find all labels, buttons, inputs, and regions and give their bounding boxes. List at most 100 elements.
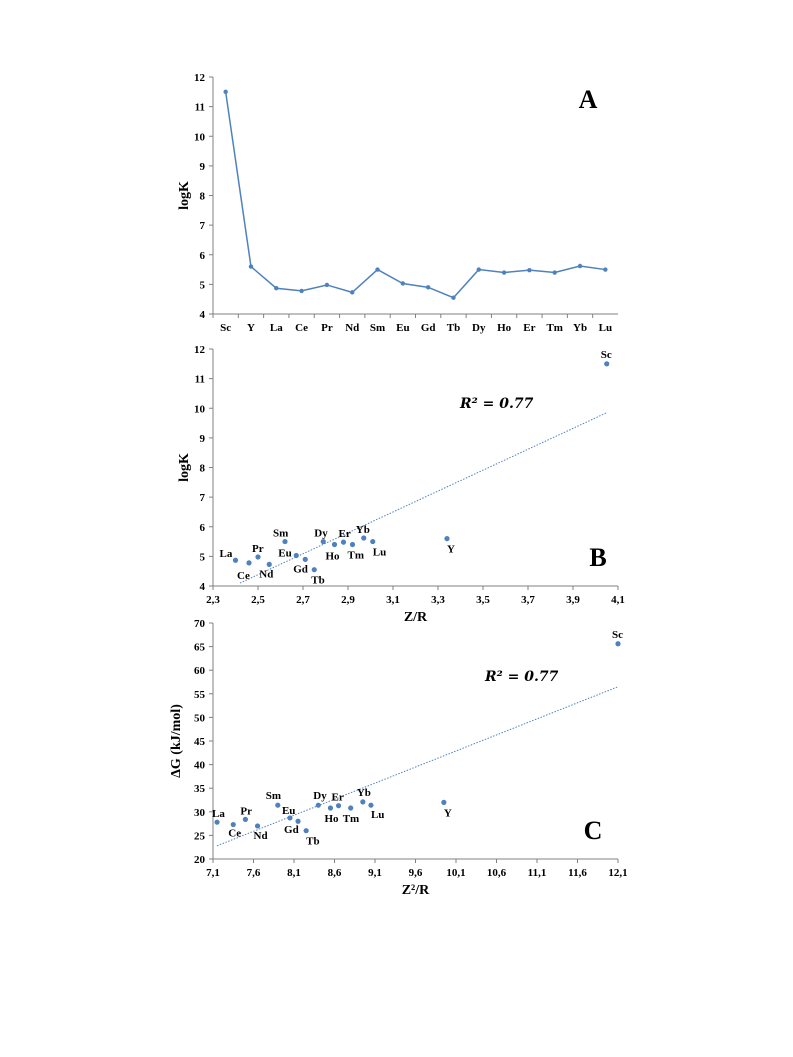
y-tick-label: 9 <box>200 161 206 173</box>
panel-label: A <box>579 85 598 114</box>
y-tick-label: 70 <box>194 618 206 630</box>
point-label: Gd <box>284 824 299 836</box>
point-label: Nd <box>254 830 268 842</box>
data-point <box>299 288 304 294</box>
x-tick-label: Nd <box>345 322 359 334</box>
r-squared-annotation: R² = 0.77 <box>484 669 559 685</box>
x-tick-label: 7,1 <box>206 867 220 879</box>
y-tick-label: 30 <box>194 807 206 819</box>
point-label: Ho <box>324 813 339 825</box>
x-tick-label: 8,6 <box>328 867 342 879</box>
data-point <box>293 552 299 559</box>
y-tick-label: 7 <box>200 220 206 232</box>
y-tick-label: 8 <box>200 191 206 203</box>
data-point <box>246 560 252 566</box>
x-tick-label: 7,6 <box>247 867 261 879</box>
y-tick-label: 10 <box>194 131 206 143</box>
point-label: Tb <box>306 836 319 848</box>
y-tick-label: 12 <box>194 344 206 356</box>
data-point <box>324 282 330 288</box>
x-tick-label: 10,1 <box>446 867 465 879</box>
point-label: Yb <box>357 787 371 799</box>
x-tick-label: Tm <box>546 322 563 334</box>
data-point <box>425 285 431 290</box>
y-tick-label: 9 <box>200 433 206 445</box>
point-label: Ho <box>326 551 341 563</box>
r-squared-annotation: R² = 0.77 <box>459 396 534 412</box>
x-tick-label: Eu <box>396 322 409 334</box>
point-label: Ce <box>237 570 250 582</box>
y-tick-label: 35 <box>194 783 206 795</box>
point-label: Y <box>444 807 452 819</box>
data-point <box>476 267 481 272</box>
x-tick-label: Y <box>247 322 255 334</box>
data-point <box>451 295 456 300</box>
point-label: Dy <box>314 528 328 540</box>
data-point <box>444 536 450 542</box>
x-tick-label: 2,9 <box>341 594 355 606</box>
x-tick-label: 2,3 <box>206 594 220 606</box>
data-point <box>266 561 272 567</box>
data-point <box>275 802 281 808</box>
point-label: Pr <box>240 805 252 817</box>
y-axis-label: logK <box>177 181 192 210</box>
data-point <box>360 799 366 805</box>
x-tick-label: Tb <box>447 322 460 334</box>
data-point <box>232 557 239 563</box>
y-tick-label: 11 <box>195 102 205 114</box>
x-tick-label: 2,7 <box>296 594 310 606</box>
point-label: Er <box>332 792 344 804</box>
data-point <box>577 263 583 269</box>
y-tick-label: 11 <box>195 374 205 386</box>
data-point <box>350 290 355 295</box>
panel-label: B <box>589 543 606 572</box>
y-tick-label: 6 <box>200 522 206 534</box>
point-label: Gd <box>293 563 308 575</box>
y-tick-label: 60 <box>194 665 206 677</box>
data-point <box>223 89 228 95</box>
data-point <box>302 556 308 562</box>
chart-panel-b: 4 5 6 7 8 9 10 11 12 2,3 2,5 2,7 2,9 3,1 3,3 3,5 3,7 3,9 4… <box>177 344 625 625</box>
data-point <box>361 535 367 541</box>
data-point <box>603 267 608 272</box>
x-tick-label: 9,6 <box>409 867 423 879</box>
x-tick-label: 2,5 <box>251 594 265 606</box>
y-tick-label: 40 <box>194 760 206 772</box>
data-point <box>320 538 326 545</box>
point-label: Sc <box>601 349 612 361</box>
y-axis-label: ΔG (kJ/mol) <box>169 704 184 778</box>
x-tick-label: La <box>270 322 283 334</box>
data-point <box>311 567 317 573</box>
point-label: Eu <box>278 547 291 559</box>
data-point <box>441 799 447 805</box>
data-point <box>287 815 293 821</box>
y-tick-label: 20 <box>194 854 206 866</box>
point-label: Ce <box>228 828 241 840</box>
data-point <box>348 805 354 811</box>
y-tick-label: 4 <box>200 309 206 321</box>
series-line <box>224 91 606 299</box>
y-tick-label: 6 <box>200 250 206 262</box>
y-tick-label: 4 <box>200 581 206 593</box>
trendline <box>216 686 619 847</box>
point-label: Tb <box>311 575 324 587</box>
x-tick-label: 8,1 <box>287 867 301 879</box>
point-label: La <box>220 548 233 560</box>
data-point <box>254 823 261 829</box>
x-tick-label: 9,1 <box>368 867 382 879</box>
point-label: Lu <box>373 547 386 559</box>
point-label: Sm <box>266 790 281 802</box>
x-tick-label: 3,9 <box>566 594 580 606</box>
y-tick-label: 12 <box>194 72 206 84</box>
data-point <box>255 554 261 560</box>
data-point <box>400 281 406 286</box>
y-tick-label: 5 <box>200 551 206 563</box>
y-tick-label: 65 <box>194 642 206 654</box>
x-tick-label: Ho <box>497 322 512 334</box>
data-point <box>615 641 621 647</box>
y-tick-label: 55 <box>194 689 206 701</box>
x-tick-label: 11,6 <box>568 867 587 879</box>
x-tick-label: 12,1 <box>608 867 627 879</box>
panel-label: C <box>584 816 603 845</box>
